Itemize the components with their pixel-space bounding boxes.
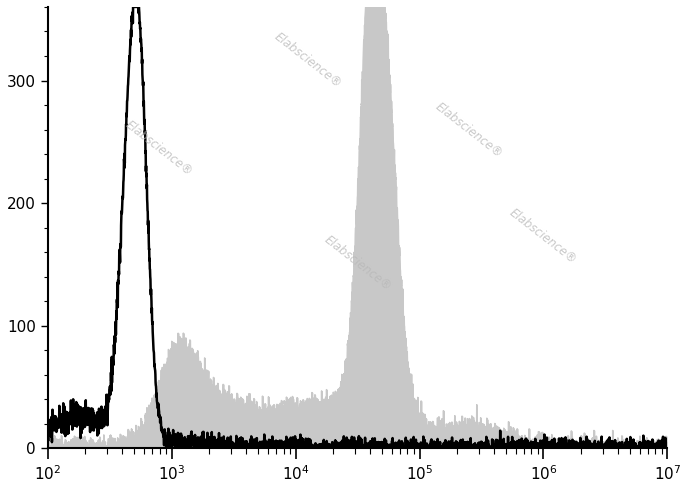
Text: Elabscience®: Elabscience®: [123, 118, 195, 178]
Text: Elabscience®: Elabscience®: [433, 100, 505, 161]
Text: Elabscience®: Elabscience®: [321, 233, 394, 293]
Text: Elabscience®: Elabscience®: [272, 30, 344, 90]
Text: Elabscience®: Elabscience®: [507, 206, 579, 267]
